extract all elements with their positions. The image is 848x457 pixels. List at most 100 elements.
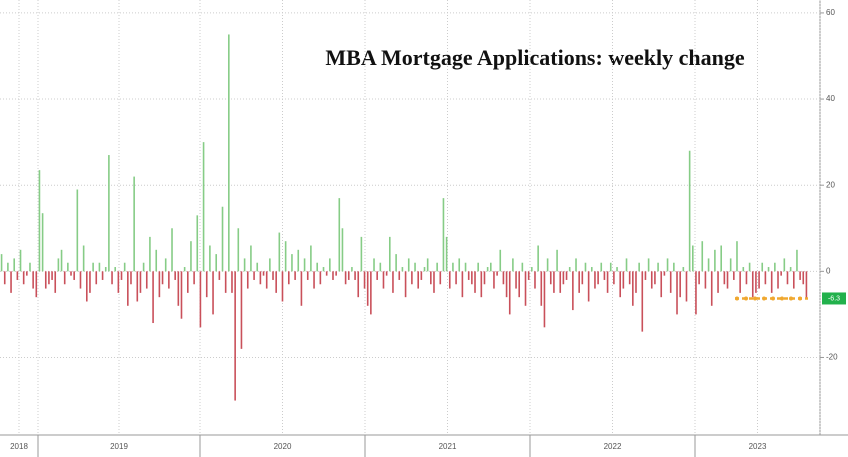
bar xyxy=(370,271,372,315)
bar xyxy=(354,271,356,280)
bar xyxy=(85,271,88,302)
bar xyxy=(483,271,486,285)
bar xyxy=(499,249,502,272)
reference-dot xyxy=(753,296,757,301)
bar xyxy=(584,262,587,272)
bar xyxy=(0,254,3,272)
bar xyxy=(136,271,139,302)
bar xyxy=(329,258,331,272)
bar xyxy=(306,271,309,280)
bar xyxy=(695,271,697,315)
bar xyxy=(707,258,710,272)
bar xyxy=(471,271,473,285)
bar xyxy=(641,271,644,332)
bar xyxy=(275,271,277,293)
bar xyxy=(401,267,404,272)
bar xyxy=(430,271,432,285)
bar xyxy=(673,262,675,272)
bar xyxy=(250,245,252,272)
bar xyxy=(701,241,704,272)
bar xyxy=(679,271,681,298)
bar xyxy=(726,271,729,289)
bar xyxy=(799,271,801,280)
bar xyxy=(407,258,410,272)
bar xyxy=(549,271,552,285)
bar xyxy=(568,267,571,272)
bar xyxy=(527,271,530,280)
bar xyxy=(48,271,50,285)
bar xyxy=(688,150,691,272)
bar xyxy=(613,271,615,285)
bar xyxy=(351,267,353,272)
bar xyxy=(177,271,180,306)
bar xyxy=(363,271,366,289)
bar xyxy=(540,271,543,306)
bar xyxy=(142,262,145,272)
bar xyxy=(802,271,805,285)
bar xyxy=(284,241,287,272)
bar xyxy=(632,271,634,306)
last-value-label: -6.3 xyxy=(828,295,840,302)
bar xyxy=(54,271,57,293)
bar xyxy=(565,271,568,280)
bar xyxy=(505,271,508,298)
bar xyxy=(130,271,132,285)
bar xyxy=(442,198,445,272)
bar xyxy=(489,262,492,272)
bar xyxy=(436,262,438,272)
bar xyxy=(426,258,429,272)
bar xyxy=(287,271,290,285)
x-tick-label: 2021 xyxy=(439,442,457,451)
bar xyxy=(218,271,221,280)
reference-dot xyxy=(798,296,802,301)
bar xyxy=(168,271,170,289)
bar xyxy=(644,271,647,280)
bar xyxy=(98,262,101,272)
bar xyxy=(51,271,53,280)
bar xyxy=(733,271,735,280)
bar xyxy=(89,271,91,293)
bar xyxy=(770,271,773,293)
bar xyxy=(60,249,63,272)
bar xyxy=(313,271,315,289)
bar xyxy=(215,254,218,272)
bar xyxy=(373,258,375,272)
bar xyxy=(104,267,107,272)
bar xyxy=(597,271,599,285)
bar xyxy=(338,198,341,272)
bar xyxy=(666,258,669,272)
bar xyxy=(398,271,401,280)
bar xyxy=(120,271,123,280)
bar xyxy=(461,271,464,298)
bar xyxy=(559,271,562,293)
bar xyxy=(786,271,789,285)
bar xyxy=(366,271,369,306)
bar xyxy=(297,249,300,272)
bar xyxy=(805,271,808,299)
bar xyxy=(543,271,546,328)
bar xyxy=(202,142,205,272)
bar xyxy=(13,258,16,272)
bar xyxy=(774,262,776,272)
bar xyxy=(19,249,22,272)
bar xyxy=(493,271,495,289)
bar xyxy=(133,176,135,272)
bar xyxy=(385,271,388,276)
bar xyxy=(512,258,514,272)
bar xyxy=(196,215,199,272)
bar xyxy=(3,271,6,285)
bar xyxy=(590,267,593,272)
bar xyxy=(420,271,423,280)
bar xyxy=(556,249,558,272)
bar xyxy=(35,271,38,298)
bar xyxy=(480,271,483,298)
bar xyxy=(515,271,517,289)
bar xyxy=(388,236,391,272)
bar xyxy=(758,271,760,289)
bar xyxy=(382,271,385,289)
bar xyxy=(531,267,533,272)
bar xyxy=(123,262,126,272)
bar xyxy=(537,245,539,272)
bar xyxy=(209,245,211,272)
bar xyxy=(262,271,265,276)
